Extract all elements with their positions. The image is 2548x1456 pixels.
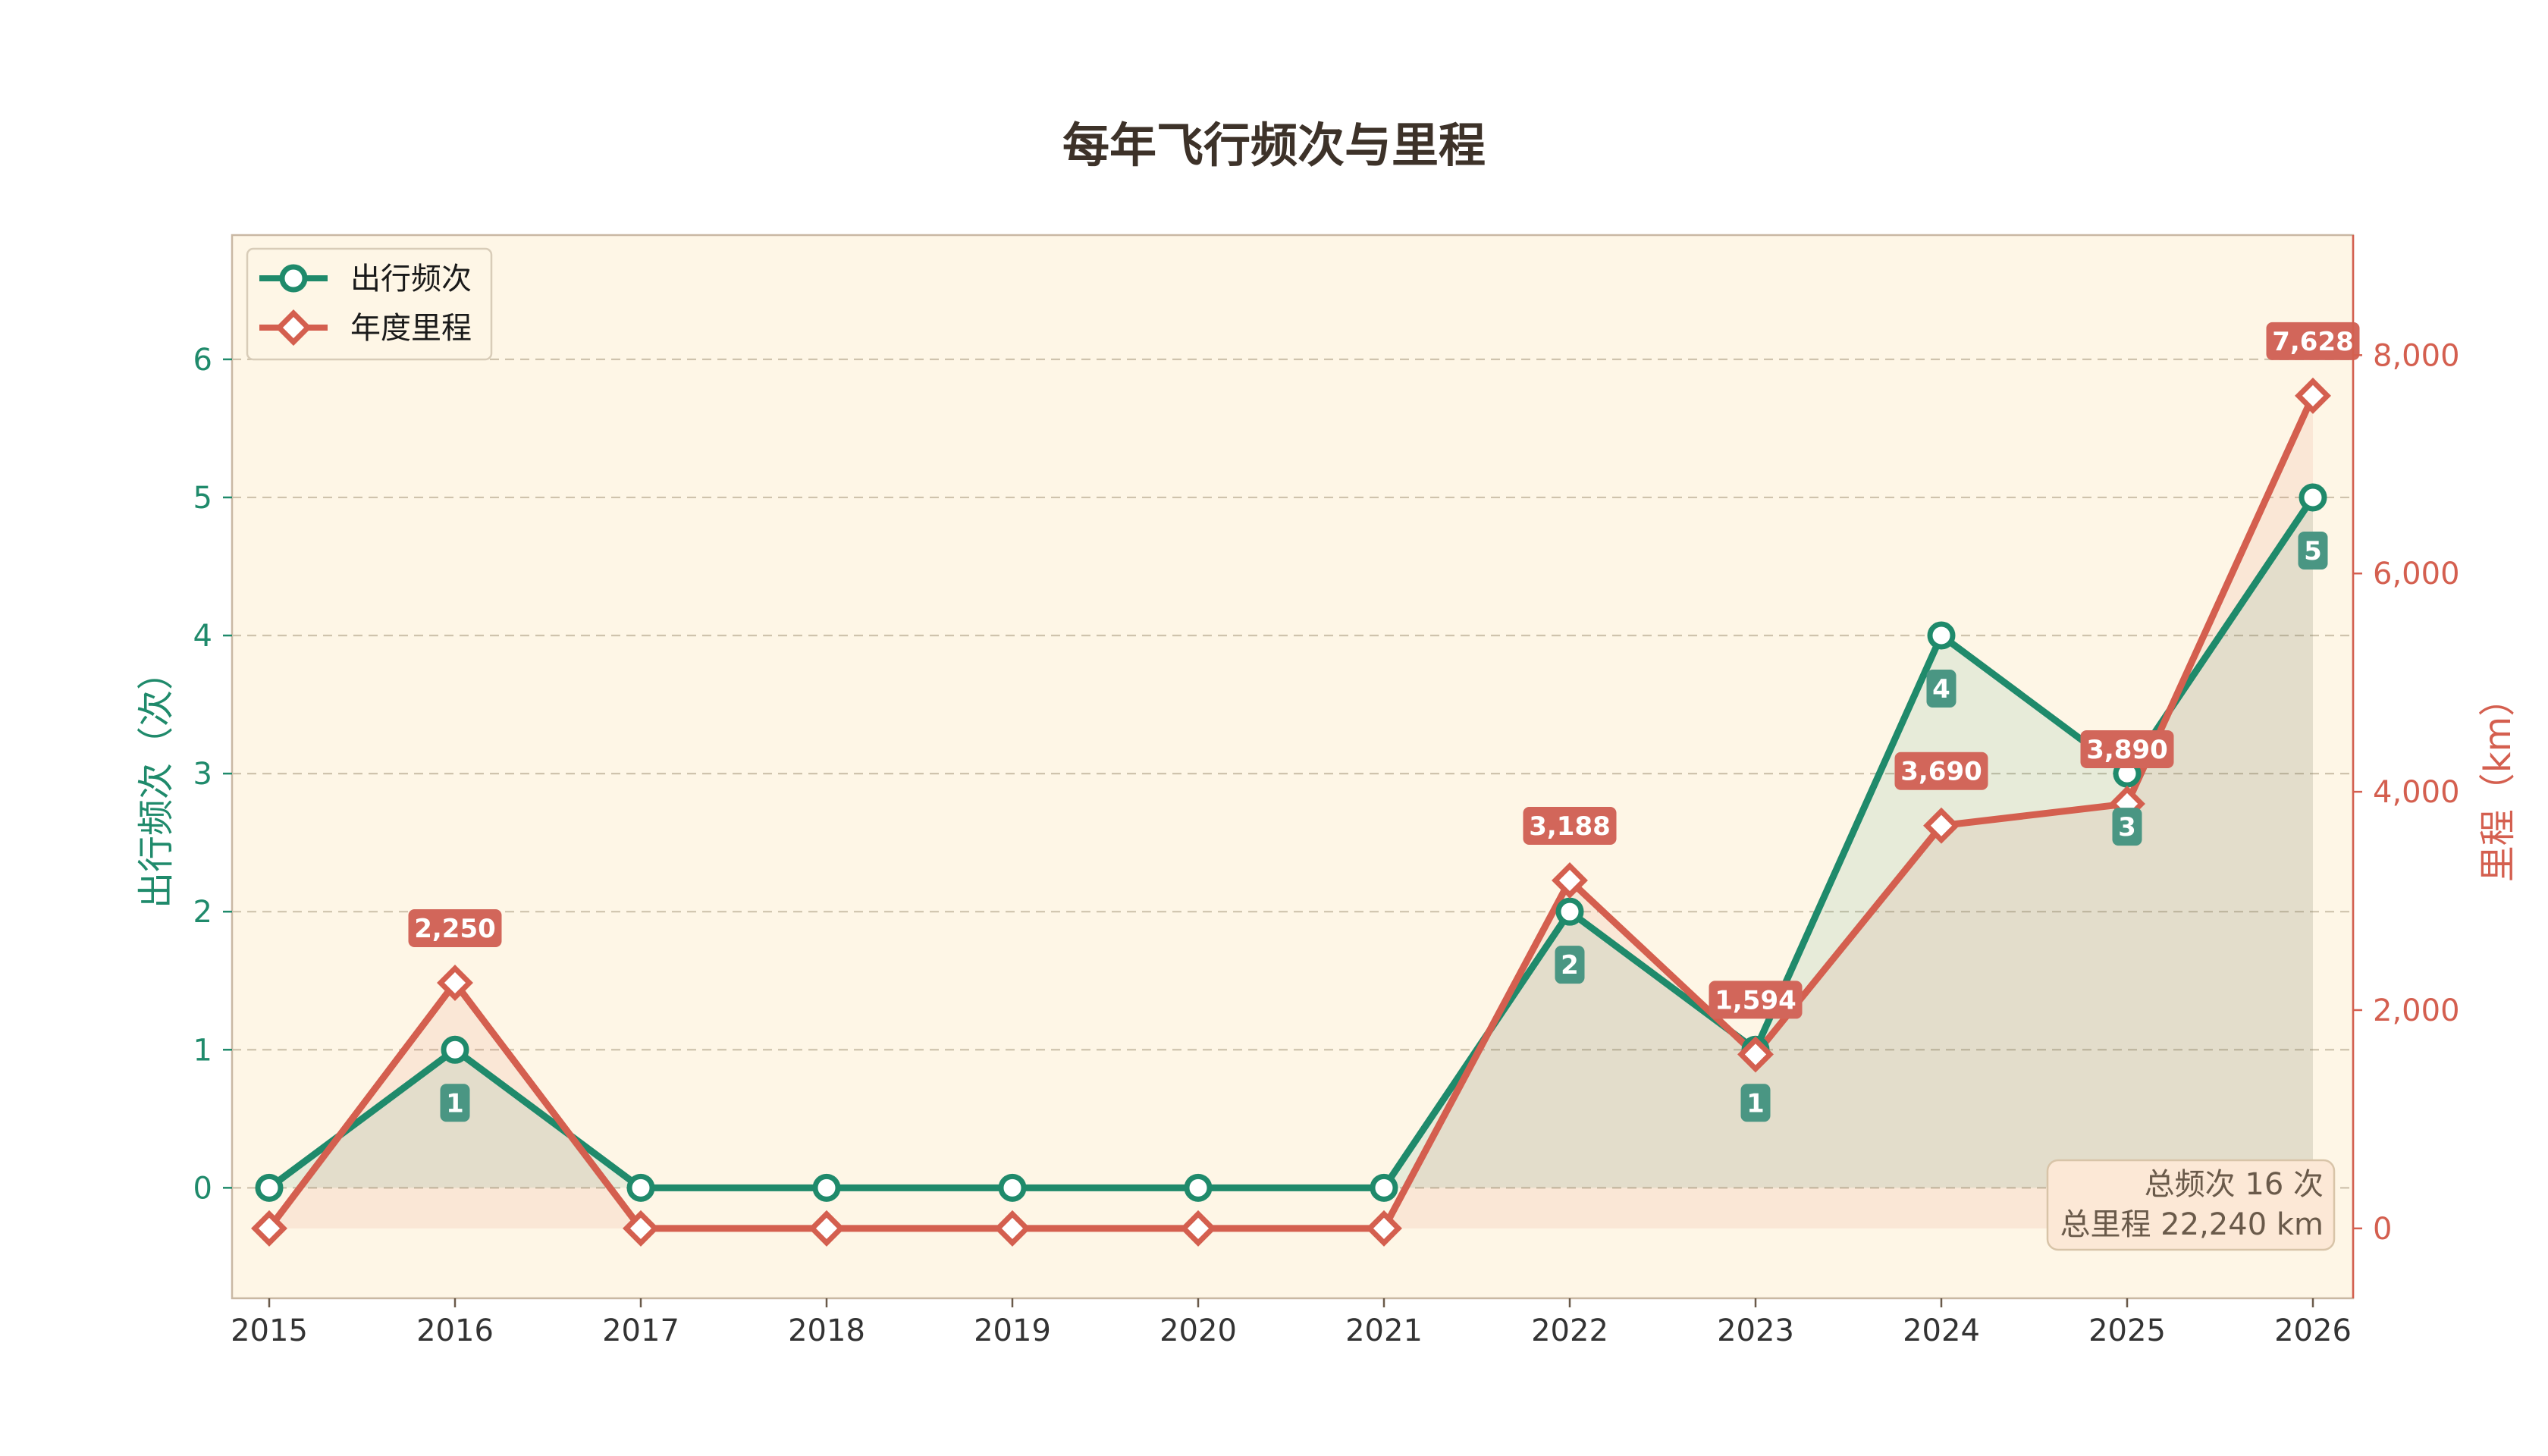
y-left-tick-label: 4 (193, 619, 212, 654)
mileage-data-label: 3,188 (1529, 811, 1611, 842)
y-right-tick-label: 6,000 (2373, 557, 2460, 592)
legend-mileage-diamond-icon (275, 309, 312, 346)
y-left-tick-label: 5 (193, 481, 212, 516)
y-right-tick-label: 4,000 (2373, 775, 2460, 810)
legend-mileage-label: 年度里程 (350, 311, 472, 346)
legend: 出行频次 年度里程 (246, 247, 493, 361)
y-axis-right: 0 2,000 4,000 6,000 8,000 (2352, 235, 2460, 1298)
y-left-tick-label: 3 (193, 757, 212, 792)
mileage-line (266, 394, 2317, 1232)
y-right-tick-label: 0 (2373, 1212, 2392, 1247)
frequency-point (812, 1173, 841, 1202)
mileage-data-label: 1,594 (1715, 985, 1796, 1015)
series-markers (251, 377, 2331, 1247)
x-tick-label: 2015 (231, 1313, 308, 1348)
mileage-point (623, 1210, 659, 1247)
frequency-point (626, 1173, 655, 1202)
mileage-data-label-bg (1894, 752, 1988, 790)
mileage-data-label: 3,890 (2086, 735, 2168, 765)
x-tick-label: 2024 (1903, 1313, 1980, 1348)
x-tick-label: 2023 (1717, 1313, 1794, 1348)
mileage-data-label-bg (1709, 981, 1803, 1019)
mileage-point (994, 1210, 1031, 1247)
legend-frequency-circle-icon (279, 264, 308, 293)
mileage-data-label-bg (2266, 322, 2360, 360)
x-tick-label: 2021 (1345, 1313, 1423, 1348)
x-tick-label: 2022 (1531, 1313, 1608, 1348)
summary-annotation: 总频次 16 次 总里程 22,240 km (2046, 1159, 2336, 1251)
x-tick-label: 2019 (974, 1313, 1051, 1348)
y-right-tick-label: 8,000 (2373, 338, 2460, 373)
mileage-data-label: 7,628 (2272, 327, 2354, 357)
frequency-data-label: 1 (446, 1088, 464, 1119)
y-right-tick-label: 2,000 (2373, 993, 2460, 1028)
mileage-point (1737, 1036, 1774, 1073)
frequency-data-label: 1 (1746, 1088, 1765, 1119)
chart-title: 每年飞行频次与里程 (1062, 118, 1486, 173)
y-axis-left-label: 出行频次（次） (135, 654, 177, 908)
x-tick-label: 2025 (2088, 1313, 2166, 1348)
y-axis-right-label: 里程（km） (2477, 680, 2519, 883)
plot-area (231, 234, 2355, 1300)
x-tick-label: 2018 (788, 1313, 865, 1348)
frequency-data-label-bg (2112, 808, 2142, 846)
mileage-data-label: 3,690 (1900, 757, 1982, 787)
frequency-data-label: 5 (2304, 536, 2322, 566)
y-left-tick-label: 6 (193, 343, 212, 378)
frequency-line (267, 495, 2316, 1191)
frequency-point (1184, 1173, 1213, 1202)
y-left-tick-label: 2 (193, 895, 212, 930)
summary-total-mileage: 总里程 22,240 km (2060, 1207, 2324, 1242)
summary-box (2046, 1159, 2336, 1251)
mileage-point (1552, 862, 1588, 899)
mileage-data-label-bg (2080, 730, 2174, 768)
mileage-point (1366, 1210, 1402, 1247)
mileage-data-label: 2,250 (414, 914, 496, 944)
summary-total-frequency: 总频次 16 次 (2145, 1167, 2324, 1202)
frequency-data-label-bg (2298, 531, 2328, 570)
frequency-data-label: 3 (2118, 812, 2136, 843)
frequency-data-label: 2 (1561, 950, 1579, 981)
legend-frequency-label: 出行频次 (350, 262, 472, 297)
x-axis: 2015 2016 2017 2018 2019 2020 2021 2022 2023 2024… (231, 1298, 2352, 1348)
mileage-point (1180, 1210, 1216, 1247)
frequency-point (1555, 897, 1584, 926)
mileage-point (2295, 377, 2331, 414)
frequency-point (1370, 1173, 1398, 1202)
mileage-data-label-bg (1523, 806, 1617, 845)
frequency-point (255, 1173, 284, 1202)
x-tick-label: 2017 (602, 1313, 679, 1348)
frequency-data-label-bg (1926, 670, 1956, 708)
area-fills (269, 395, 2313, 1228)
frequency-area (269, 497, 2313, 1188)
frequency-data-label-bg (1555, 946, 1585, 984)
y-axis-left: 0 1 2 3 4 5 6 (193, 343, 232, 1206)
mileage-point (437, 965, 473, 1001)
frequency-data-label-bg (1740, 1084, 1771, 1122)
x-tick-label: 2016 (416, 1313, 494, 1348)
mileage-area (269, 395, 2313, 1228)
mileage-point (251, 1210, 287, 1247)
frequency-data-label: 4 (1932, 674, 1950, 704)
grid (232, 358, 2353, 1189)
x-tick-label: 2020 (1159, 1313, 1237, 1348)
y-left-tick-label: 1 (193, 1033, 212, 1068)
frequency-point (441, 1035, 469, 1064)
x-tick-label: 2026 (2274, 1313, 2352, 1348)
mileage-point (808, 1210, 845, 1247)
y-left-tick-label: 0 (193, 1171, 212, 1206)
mileage-point (1923, 807, 1960, 844)
frequency-point (2299, 483, 2327, 512)
series-lines (266, 394, 2317, 1232)
mileage-data-label-bg (408, 909, 502, 948)
frequency-point (998, 1173, 1027, 1202)
frequency-data-label-bg (440, 1084, 470, 1122)
data-labels: 1 2 1 4 3 5 2,250 3,188 1,594 3,690 3,890 7,628 (408, 322, 2360, 1122)
frequency-point (1927, 621, 1956, 650)
